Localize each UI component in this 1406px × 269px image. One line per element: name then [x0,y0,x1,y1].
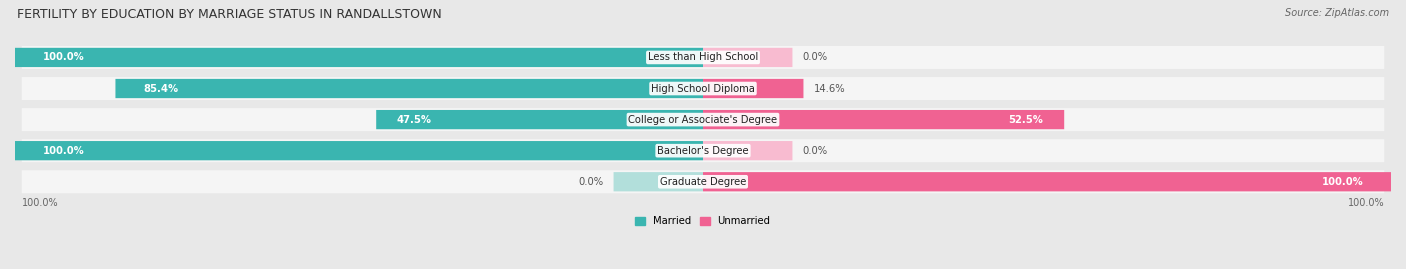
FancyBboxPatch shape [377,110,703,129]
FancyBboxPatch shape [703,172,1391,191]
FancyBboxPatch shape [703,79,803,98]
FancyBboxPatch shape [21,46,1385,69]
Text: 100.0%: 100.0% [1322,177,1364,187]
FancyBboxPatch shape [703,141,793,160]
Text: 100.0%: 100.0% [42,146,84,156]
Legend: Married, Unmarried: Married, Unmarried [636,217,770,226]
Text: 85.4%: 85.4% [143,83,179,94]
Text: 0.0%: 0.0% [578,177,603,187]
Text: 14.6%: 14.6% [814,83,845,94]
Text: Source: ZipAtlas.com: Source: ZipAtlas.com [1285,8,1389,18]
FancyBboxPatch shape [21,170,1385,193]
Text: 52.5%: 52.5% [1008,115,1043,125]
FancyBboxPatch shape [703,110,1064,129]
Text: 100.0%: 100.0% [42,52,84,62]
FancyBboxPatch shape [21,108,1385,131]
FancyBboxPatch shape [21,77,1385,100]
FancyBboxPatch shape [15,48,703,67]
Text: 100.0%: 100.0% [1347,198,1384,208]
Text: FERTILITY BY EDUCATION BY MARRIAGE STATUS IN RANDALLSTOWN: FERTILITY BY EDUCATION BY MARRIAGE STATU… [17,8,441,21]
Text: 0.0%: 0.0% [803,52,828,62]
FancyBboxPatch shape [613,172,703,191]
FancyBboxPatch shape [115,79,703,98]
FancyBboxPatch shape [15,141,703,160]
Text: High School Diploma: High School Diploma [651,83,755,94]
Text: College or Associate's Degree: College or Associate's Degree [628,115,778,125]
FancyBboxPatch shape [21,139,1385,162]
FancyBboxPatch shape [703,48,793,67]
Text: 100.0%: 100.0% [22,198,59,208]
Text: 0.0%: 0.0% [803,146,828,156]
Text: Graduate Degree: Graduate Degree [659,177,747,187]
Text: Less than High School: Less than High School [648,52,758,62]
Text: 47.5%: 47.5% [396,115,432,125]
Text: Bachelor's Degree: Bachelor's Degree [657,146,749,156]
